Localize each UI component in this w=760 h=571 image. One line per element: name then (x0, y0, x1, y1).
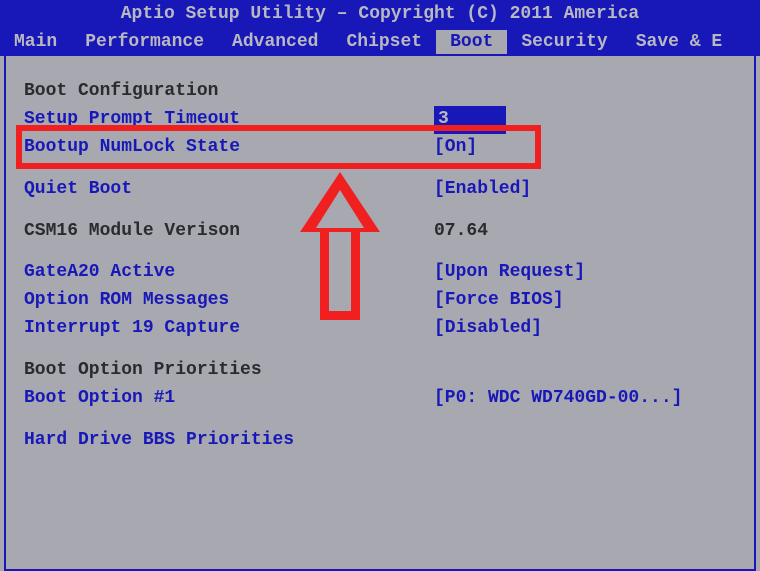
value-int19: [Disabled] (434, 315, 542, 343)
row-option-rom[interactable]: Option ROM Messages [Force BIOS] (24, 287, 736, 315)
section-boot-config: Boot Configuration (24, 78, 736, 106)
row-boot-opt1[interactable]: Boot Option #1 [P0: WDC WD740GD-00...] (24, 385, 736, 413)
value-quiet-boot: [Enabled] (434, 176, 531, 204)
value-csm: 07.64 (434, 218, 488, 246)
label-int19: Interrupt 19 Capture (24, 315, 434, 343)
tab-advanced[interactable]: Advanced (218, 30, 332, 54)
tab-performance[interactable]: Performance (71, 30, 218, 54)
row-gatea20[interactable]: GateA20 Active [Upon Request] (24, 259, 736, 287)
value-numlock: [On] (434, 134, 477, 162)
bios-tabs: Main Performance Advanced Chipset Boot S… (0, 28, 760, 56)
label-gatea20: GateA20 Active (24, 259, 434, 287)
label-hdd-bbs: Hard Drive BBS Priorities (24, 427, 434, 455)
row-numlock[interactable]: Bootup NumLock State [On] (24, 134, 736, 162)
row-int19[interactable]: Interrupt 19 Capture [Disabled] (24, 315, 736, 343)
row-csm: CSM16 Module Verison 07.64 (24, 218, 736, 246)
value-boot-opt1: [P0: WDC WD740GD-00...] (434, 385, 682, 413)
tab-chipset[interactable]: Chipset (332, 30, 436, 54)
tab-security[interactable]: Security (507, 30, 621, 54)
tab-save[interactable]: Save & E (622, 30, 736, 54)
label-numlock: Bootup NumLock State (24, 134, 434, 162)
value-gatea20: [Upon Request] (434, 259, 585, 287)
bios-content: Boot Configuration Setup Prompt Timeout … (4, 56, 756, 571)
value-option-rom: [Force BIOS] (434, 287, 564, 315)
bios-title: Aptio Setup Utility – Copyright (C) 2011… (121, 4, 639, 24)
value-setup-prompt: 3 (434, 106, 506, 134)
bios-header: Aptio Setup Utility – Copyright (C) 2011… (0, 0, 760, 28)
label-option-rom: Option ROM Messages (24, 287, 434, 315)
tab-boot[interactable]: Boot (436, 30, 507, 54)
label-quiet-boot: Quiet Boot (24, 176, 434, 204)
row-hdd-bbs[interactable]: Hard Drive BBS Priorities (24, 427, 736, 455)
section-boot-priorities: Boot Option Priorities (24, 357, 736, 385)
tab-main[interactable]: Main (0, 30, 71, 54)
label-boot-opt1: Boot Option #1 (24, 385, 434, 413)
row-setup-prompt[interactable]: Setup Prompt Timeout 3 (24, 106, 736, 134)
row-quiet-boot[interactable]: Quiet Boot [Enabled] (24, 176, 736, 204)
label-setup-prompt: Setup Prompt Timeout (24, 106, 434, 134)
label-csm: CSM16 Module Verison (24, 218, 434, 246)
